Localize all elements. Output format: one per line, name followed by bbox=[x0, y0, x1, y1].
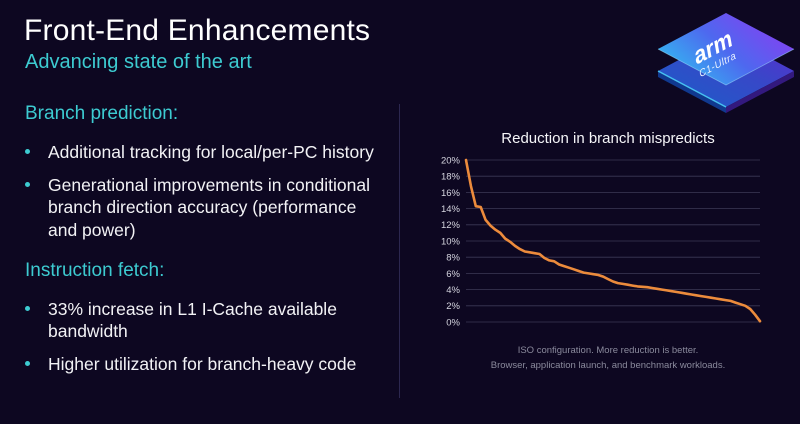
y-axis-tick-label: 16% bbox=[441, 188, 461, 199]
page-title: Front-End Enhancements bbox=[24, 14, 371, 47]
y-axis-tick-label: 12% bbox=[441, 220, 461, 231]
bullet-icon bbox=[25, 306, 30, 311]
y-axis-tick-label: 6% bbox=[446, 269, 460, 280]
chip-slab-left-side bbox=[658, 71, 726, 113]
branch-prediction-list: Additional tracking for local/per-PC his… bbox=[24, 141, 376, 252]
bullet-text: Additional tracking for local/per-PC his… bbox=[48, 142, 374, 162]
chart-caption: ISO configuration. More reduction is bet… bbox=[424, 344, 792, 373]
list-item: Higher utilization for branch-heavy code bbox=[24, 353, 376, 375]
y-axis-tick-label: 14% bbox=[441, 204, 461, 215]
bullet-icon bbox=[25, 361, 30, 367]
mispredict-chart: Reduction in branch mispredicts 0% 2% 4% 6%… bbox=[424, 130, 792, 373]
chart-caption-line2: Browser, application launch, and benchma… bbox=[490, 359, 726, 371]
chip-slab-right-side bbox=[726, 71, 794, 113]
bullet-text: Higher utilization for branch-heavy code bbox=[48, 354, 357, 375]
bullet-text: Generational improvements in conditional… bbox=[48, 175, 370, 240]
section-heading-branch-prediction: Branch prediction: bbox=[25, 103, 179, 124]
arm-chip-logo: arm C1-Ultra bbox=[651, 9, 800, 121]
y-axis-tick-label: 2% bbox=[446, 301, 460, 312]
list-item: 33% increase in L1 I-Cache available ban… bbox=[24, 298, 376, 342]
chip-glow-edge bbox=[657, 70, 727, 108]
page-subtitle: Advancing state of the art bbox=[25, 51, 252, 73]
reduction-line-series bbox=[464, 158, 762, 323]
chart-title: Reduction in branch mispredicts bbox=[501, 130, 715, 147]
vertical-divider bbox=[399, 104, 400, 398]
y-axis-tick-label: 18% bbox=[441, 172, 461, 183]
instruction-fetch-list: 33% increase in L1 I-Cache available ban… bbox=[24, 298, 376, 387]
y-axis-tick-label: 20% bbox=[441, 155, 461, 166]
bullet-icon bbox=[25, 149, 30, 154]
mispredict-chart-svg: 0% 2% 4% 6% 8% 10% 12% 14% 16% 18% 20% bbox=[441, 155, 762, 328]
chip-plate-edge bbox=[657, 48, 795, 86]
y-axis-tick-label: 8% bbox=[446, 253, 460, 264]
chip-icon: arm C1-Ultra bbox=[657, 13, 795, 113]
bullet-text: 33% increase in L1 I-Cache available ban… bbox=[48, 299, 337, 342]
chart-caption-line1: ISO configuration. More reduction is bet… bbox=[517, 345, 699, 356]
y-axis-tick-label: 10% bbox=[441, 236, 461, 247]
bullet-icon bbox=[25, 182, 30, 188]
section-heading-instruction-fetch: Instruction fetch: bbox=[25, 260, 165, 281]
y-axis-tick-label: 4% bbox=[446, 285, 460, 296]
list-item: Generational improvements in conditional… bbox=[24, 174, 376, 241]
list-item: Additional tracking for local/per-PC his… bbox=[24, 141, 376, 163]
y-axis-tick-label: 0% bbox=[446, 317, 460, 328]
